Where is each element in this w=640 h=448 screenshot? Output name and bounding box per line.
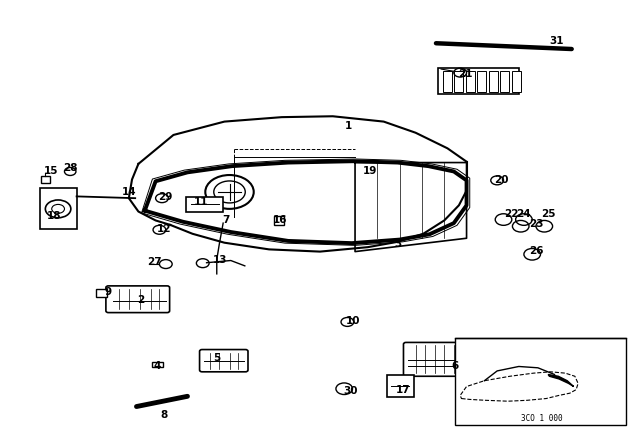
Text: 3CO 1 000: 3CO 1 000	[521, 414, 563, 422]
Bar	[40, 188, 77, 229]
Text: 16: 16	[273, 215, 287, 225]
Text: 15: 15	[44, 167, 58, 177]
Bar	[455, 338, 626, 425]
Text: 28: 28	[63, 164, 77, 173]
Bar	[443, 71, 452, 92]
Text: 5: 5	[213, 353, 220, 363]
Text: 25: 25	[541, 209, 556, 219]
Text: 22: 22	[504, 209, 518, 219]
Text: 27: 27	[147, 257, 162, 267]
FancyBboxPatch shape	[403, 342, 458, 376]
Bar	[387, 375, 413, 397]
FancyBboxPatch shape	[200, 349, 248, 372]
Text: 12: 12	[157, 224, 171, 234]
Bar	[454, 71, 463, 92]
Text: 6: 6	[451, 361, 459, 370]
Polygon shape	[548, 375, 573, 387]
Bar	[438, 68, 520, 94]
Bar	[512, 71, 521, 92]
Text: 14: 14	[122, 187, 136, 197]
Bar	[500, 71, 509, 92]
Text: 4: 4	[154, 361, 161, 370]
Text: 31: 31	[550, 35, 564, 46]
Text: 2: 2	[137, 295, 144, 305]
Text: 1: 1	[345, 121, 352, 131]
Bar	[186, 197, 223, 211]
Text: 24: 24	[516, 209, 531, 219]
Text: 9: 9	[105, 287, 112, 297]
Bar	[489, 71, 498, 92]
Text: 8: 8	[160, 409, 168, 420]
FancyBboxPatch shape	[106, 286, 170, 313]
Text: 3: 3	[394, 239, 401, 249]
Text: 18: 18	[46, 211, 61, 221]
Text: 21: 21	[458, 69, 472, 78]
Text: 23: 23	[529, 219, 544, 229]
Text: 20: 20	[494, 175, 509, 185]
Bar	[274, 216, 284, 225]
Text: 10: 10	[346, 316, 360, 326]
Bar	[477, 71, 486, 92]
Text: 7: 7	[222, 215, 229, 224]
Text: 13: 13	[212, 254, 227, 265]
Bar	[96, 289, 107, 297]
Text: 29: 29	[159, 192, 173, 202]
Text: 17: 17	[396, 385, 410, 395]
Text: 30: 30	[343, 386, 358, 396]
Text: 11: 11	[193, 197, 208, 207]
Bar	[152, 362, 163, 367]
Text: 26: 26	[529, 246, 544, 256]
Bar	[466, 71, 475, 92]
Text: 19: 19	[362, 166, 377, 176]
Bar	[41, 177, 50, 183]
